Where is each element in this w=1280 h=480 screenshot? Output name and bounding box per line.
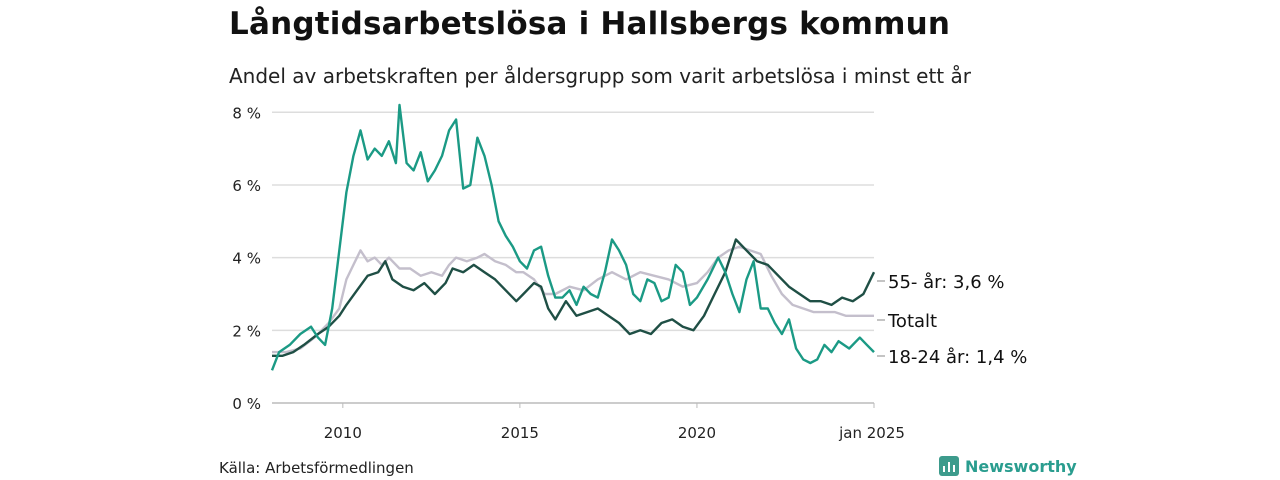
series-line-1 <box>272 238 876 357</box>
series-end-label: 18-24 år: 1,4 % <box>888 347 1027 368</box>
y-axis-ticks: 0 % 2 % 4 % 6 % 8 % <box>232 104 261 413</box>
bar-chart-icon <box>939 456 959 476</box>
series-end-labels: Totalt 55- år: 3,6 % 18-24 år: 1,4 % <box>877 272 1027 368</box>
x-tick-label: jan 2025 <box>838 424 905 442</box>
chart-title: Långtidsarbetslösa i Hallsbergs kommun <box>229 6 951 42</box>
y-tick-label: 0 % <box>232 395 261 413</box>
brand-name: Newsworthy <box>965 456 1077 476</box>
x-tick-label: 2020 <box>678 424 716 442</box>
x-tick-label: 2010 <box>324 424 362 442</box>
x-tick-label: 2015 <box>501 424 539 442</box>
series-lines <box>270 103 876 371</box>
chart-subtitle: Andel av arbetskraften per åldersgrupp s… <box>229 64 971 88</box>
y-tick-label: 4 % <box>232 250 261 268</box>
series-end-label: Totalt <box>887 311 937 332</box>
source-note: Källa: Arbetsförmedlingen <box>219 459 414 477</box>
y-tick-label: 2 % <box>232 322 261 340</box>
series-end-label: 55- år: 3,6 % <box>888 272 1004 293</box>
series-line-2 <box>270 103 875 371</box>
y-tick-label: 6 % <box>232 177 261 195</box>
grid-lines <box>272 111 874 404</box>
brand-logo: Newsworthy <box>939 456 1077 476</box>
y-tick-label: 8 % <box>232 104 261 122</box>
x-axis-ticks: 2010 2015 2020 jan 2025 <box>324 403 905 442</box>
